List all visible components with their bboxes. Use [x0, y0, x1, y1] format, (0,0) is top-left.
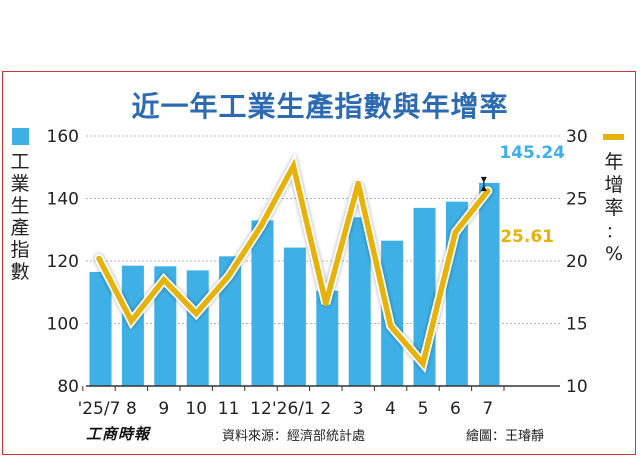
bar-6 — [283, 247, 306, 386]
bar-8 — [348, 217, 371, 386]
right-axis-title-char: 增 — [604, 174, 623, 196]
line-point-9 — [388, 323, 394, 329]
credit-note: 繪圖：王璿靜 — [466, 429, 545, 444]
right-axis-title-char: ： — [606, 222, 622, 241]
line-point-4 — [226, 273, 232, 279]
left-axis-title-char: 業 — [10, 173, 29, 195]
left-axis-title-char: 產 — [10, 217, 29, 239]
x-tick-label: 7 — [482, 399, 493, 419]
x-tick-label: 11 — [218, 399, 240, 419]
x-tick-label: 2 — [320, 399, 331, 419]
right-axis-title-char: 年 — [604, 151, 623, 173]
line-point-0 — [96, 255, 102, 262]
left-axis-title-char: 指 — [10, 239, 29, 261]
right-tick-label: 15 — [566, 315, 588, 335]
left-tick-label: 160 — [47, 127, 79, 147]
bar-2 — [154, 266, 177, 386]
right-tick-label: 25 — [566, 190, 588, 210]
chart-frame — [2, 71, 636, 455]
line-point-7 — [323, 300, 329, 307]
x-tick-label: 4 — [385, 399, 396, 419]
legend-bar-swatch — [12, 128, 29, 145]
x-tick-label: '26/1 — [272, 399, 315, 419]
x-tick-label: 10 — [185, 399, 207, 419]
right-tick-label: 30 — [566, 127, 588, 147]
line-point-11 — [452, 229, 458, 235]
line-point-5 — [258, 223, 264, 229]
right-axis-title-char: 率 — [604, 197, 623, 219]
bar-12 — [477, 181, 502, 387]
source-note: 資料來源：經濟部統計處 — [222, 429, 366, 444]
right-axis-title: 年增率 ：% — [604, 151, 623, 265]
left-axis-title-char: 數 — [10, 261, 29, 283]
left-axis-title: 工業生產指數 — [10, 151, 29, 283]
left-tick-label: 120 — [47, 252, 79, 272]
line-point-2 — [161, 277, 167, 283]
line-point-12 — [485, 188, 491, 194]
bar-0 — [89, 271, 112, 386]
right-axis-title-char: % — [605, 243, 623, 265]
bar-value-label: 145.24 — [499, 143, 565, 163]
line-point-6 — [290, 163, 296, 169]
bar-7 — [316, 290, 339, 386]
line-value-label: 25.61 — [500, 227, 554, 247]
right-tick-label: 20 — [566, 252, 588, 272]
x-tick-label: 9 — [158, 399, 169, 419]
left-tick-label: 100 — [47, 315, 79, 335]
bar-3 — [186, 270, 209, 386]
bar-4 — [219, 256, 242, 386]
bar-5 — [251, 220, 274, 386]
line-point-8 — [355, 180, 361, 187]
line-point-1 — [128, 318, 134, 324]
x-tick-label: '25/7 — [78, 399, 121, 419]
x-tick-label: 8 — [126, 399, 137, 419]
annotation-arrow-down — [480, 176, 487, 183]
left-tick-label: 80 — [57, 377, 79, 397]
x-tick-label: 5 — [418, 399, 429, 419]
line-point-3 — [193, 310, 199, 317]
left-tick-label: 140 — [47, 190, 79, 210]
annotation-arrow-up — [480, 185, 487, 192]
x-tick-label: 6 — [450, 399, 461, 419]
left-axis-title-char: 生 — [10, 195, 29, 217]
left-axis-title-char: 工 — [10, 151, 29, 173]
line-point-10 — [420, 360, 426, 367]
x-tick-label: 12 — [250, 399, 272, 419]
chart-title: 近一年工業生產指數與年增率 — [131, 90, 508, 123]
x-tick-label: 3 — [353, 399, 364, 419]
right-tick-label: 10 — [566, 377, 588, 397]
publisher-logo: 工商時報 — [86, 425, 151, 443]
